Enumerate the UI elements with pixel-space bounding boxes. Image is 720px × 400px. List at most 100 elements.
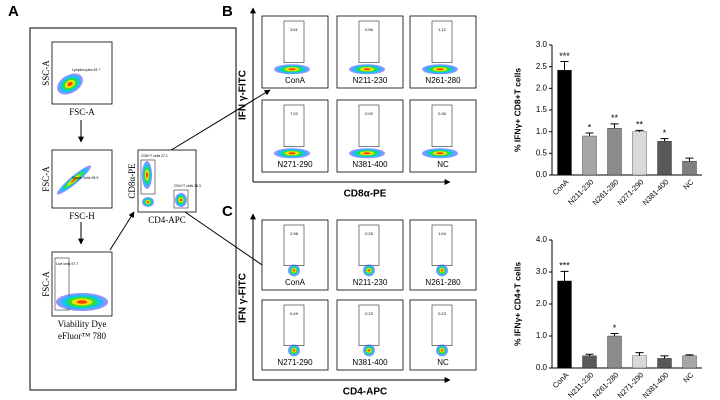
gate [140,159,156,195]
y-tick-label: 1.5 [536,105,548,114]
error-bar [660,138,669,142]
gate [54,257,70,311]
bar [557,69,572,176]
x-tick-label: ConA [551,177,571,197]
cell-density [292,349,296,352]
cell-density [440,269,444,272]
gate-value: 3.61 [290,27,299,32]
y-tick-label: 2.5 [536,62,548,71]
gate-value: 7.02 [290,111,299,116]
plot-frame [409,219,477,291]
x-tick-label: N381-400 [641,370,671,400]
x-axis-label: FSC-A [69,107,95,117]
plot-frame [261,219,329,291]
bar [657,358,672,369]
y-tick-label: 2.0 [536,83,548,92]
gate [173,189,189,209]
x-axis-label: FSC-H [69,211,95,221]
condition-label: ConA [285,76,306,85]
error-bar [610,332,619,336]
y-tick-label: 2.0 [536,299,548,308]
cell-density [67,81,73,87]
bar [582,355,597,369]
x-tick-label: ConA [551,370,571,390]
gate-label: Single Cells 99.9 [72,176,98,180]
gate-value: 1.12 [438,27,447,32]
plot-frame [51,41,113,105]
y-axis-label: FSC-A [41,271,51,297]
x-axis-label: eFluor™ 780 [58,331,107,341]
plot-frame [261,299,329,371]
significance: *** [559,261,570,271]
cell-density [76,300,88,304]
cell-density [363,152,371,155]
cell-density [367,269,371,272]
condition-label: N211-230 [353,76,388,85]
condition-label: N211-230 [353,278,388,287]
cell-density [436,152,444,155]
gate-value: 0.49 [290,311,299,316]
gate-value: 1.04 [438,231,447,236]
condition-label: ConA [285,278,306,287]
plot-frame [336,15,404,89]
x-axis-label: Viability Dye [58,319,107,329]
gate-label: Live cells 97.7 [56,262,78,266]
error-bar [635,129,644,132]
cell-density [288,68,296,71]
gate-label: CD8+T cells 27.1 [141,154,168,158]
cell-density [436,68,444,71]
panel-label: C [222,203,233,220]
panel-label: A [8,3,19,20]
bar [657,141,672,176]
plot-frame [336,219,404,291]
condition-label: N381-400 [352,358,388,367]
bar [582,135,597,176]
cell-density [179,198,183,202]
cell-density [292,269,296,272]
cell-density [440,349,444,352]
condition-label: N271-290 [277,160,313,169]
axis-label: CD8α-PE [344,189,387,200]
y-axis-label: % IFNγ+ CD8+T cells [512,68,522,152]
y-tick-label: 0.5 [536,148,548,157]
plot-frame [336,299,404,371]
plot-frame [261,15,329,89]
x-tick-label: N271-290 [616,177,646,207]
y-axis-label: FSC-A [41,166,51,192]
significance: *** [559,51,570,61]
error-bar [585,353,594,356]
error-bar [685,354,694,356]
error-bar [660,355,669,359]
gate-value: 0.92 [365,111,374,116]
arrow [167,89,271,153]
gate [358,104,380,148]
cell-density [146,172,148,178]
gate [358,20,380,64]
bar [607,335,622,369]
bar [632,131,647,176]
plot-frame [336,99,404,173]
gate-value: 0.56 [365,27,374,32]
arrow [109,211,135,251]
axis-label: CD4-APC [343,387,387,398]
x-tick-label: N381-400 [641,177,671,207]
significance: ** [611,113,619,123]
bar [682,355,697,369]
x-tick-label: N271-290 [616,370,646,400]
y-tick-label: 0.0 [536,363,548,372]
plot-frame [409,15,477,89]
y-tick-label: 1.0 [536,127,548,136]
condition-label: N381-400 [352,160,388,169]
x-tick-label: N261-280 [591,177,621,207]
condition-label: N261-280 [425,278,461,287]
plot-frame [409,99,477,173]
axis-label: IFN γ-FITC [238,70,249,120]
gate-value: 0.36 [438,111,447,116]
condition-label: N271-290 [277,358,313,367]
plot-frame [51,149,113,209]
gate [431,20,453,64]
significance: * [588,122,592,132]
condition-label: N261-280 [425,76,461,85]
plot-frame [261,99,329,173]
